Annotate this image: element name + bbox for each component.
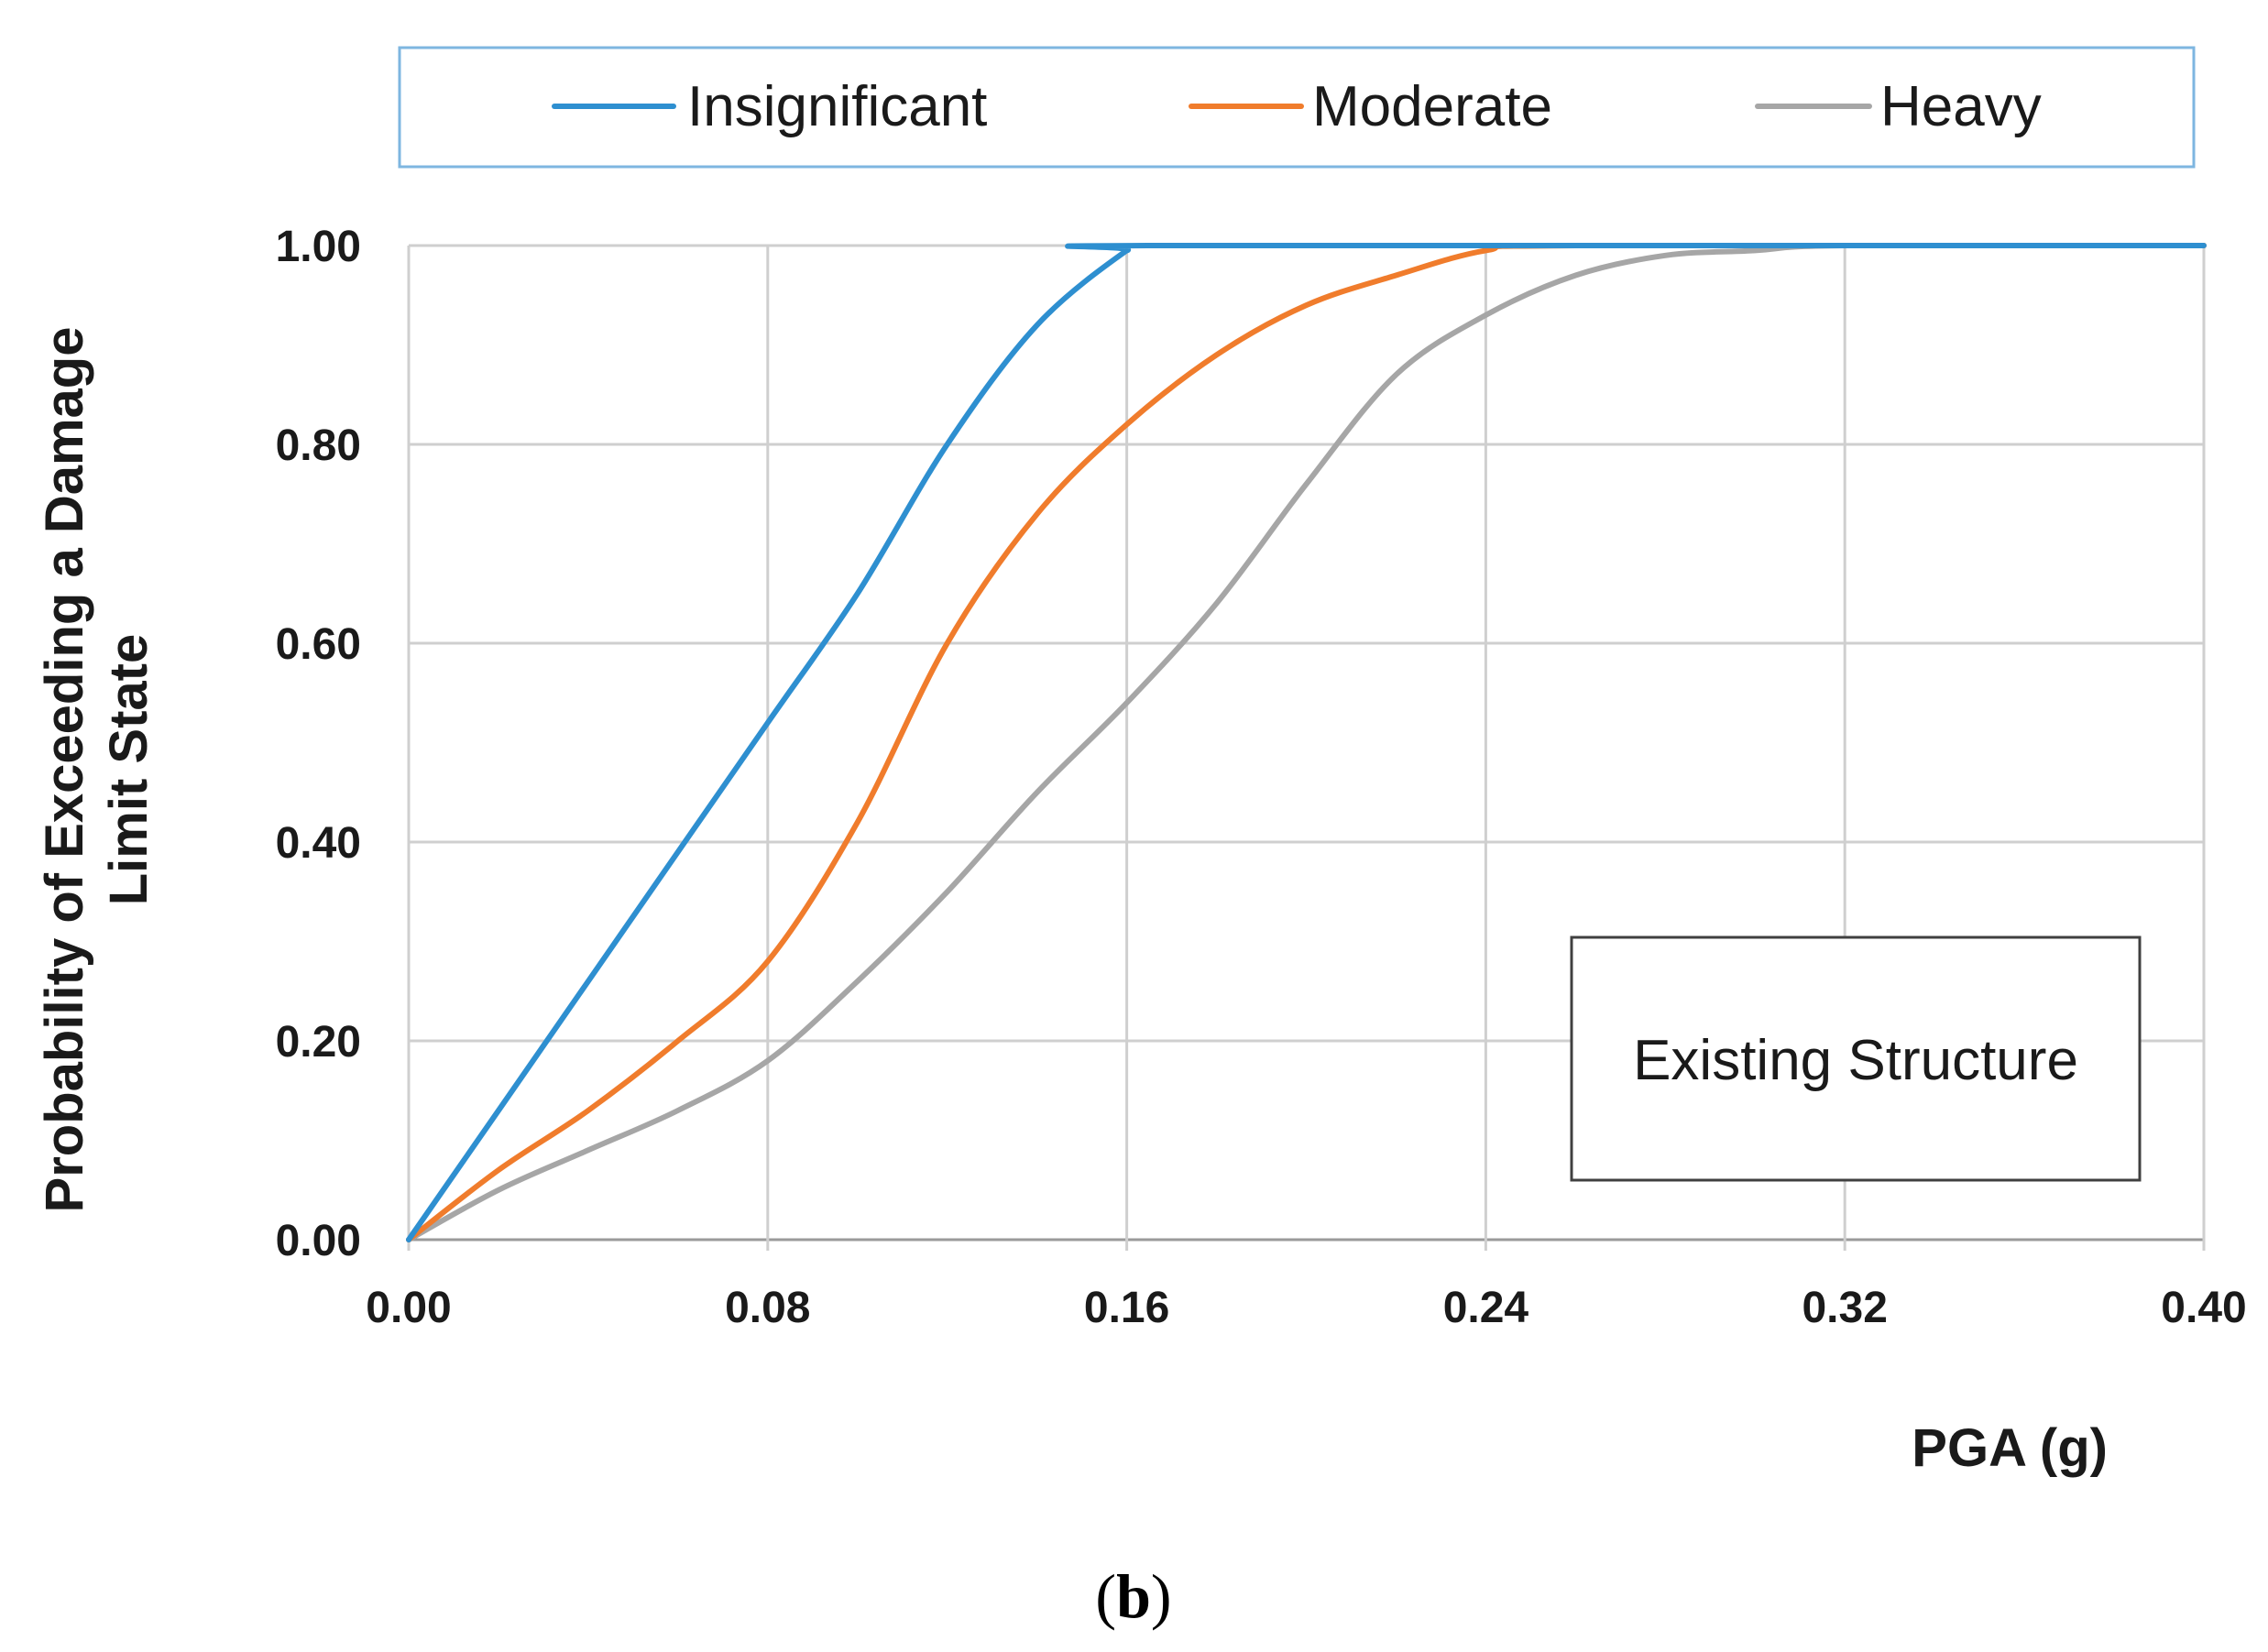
annotation-frame <box>1570 935 2142 1182</box>
caption-letter: b <box>1116 1561 1151 1631</box>
series-line-heavy <box>406 242 2207 1242</box>
y-axis-title-line-1: Probability of Exceeding a Damage <box>35 327 94 1213</box>
x-tick-label: 0.40 <box>2161 1284 2246 1332</box>
x-tick-label: 0.24 <box>1443 1284 1529 1332</box>
annotation-text: Existing Structure <box>1633 1029 2078 1092</box>
legend-label-moderate: Moderate <box>1312 75 1552 138</box>
caption-close-paren: ) <box>1151 1561 1172 1631</box>
x-tick-label: 0.32 <box>1802 1284 1887 1332</box>
legend-label-insignificant: Insignificant <box>687 75 987 138</box>
x-tick-label: 0.08 <box>725 1284 810 1332</box>
y-axis-title-line-2: Limit State <box>99 634 159 906</box>
legend-label-heavy: Heavy <box>1880 75 2042 138</box>
y-tick-label: 0.60 <box>276 620 361 669</box>
y-axis-title: Probability of Exceeding a Damage Limit … <box>35 327 159 1213</box>
caption-open-paren: ( <box>1095 1561 1116 1631</box>
y-tick-label: 0.00 <box>276 1217 361 1265</box>
legend: Insignificant Moderate Heavy <box>398 46 2196 169</box>
series-lines <box>406 242 2207 1242</box>
annotation-box: Existing Structure <box>1570 935 2142 1182</box>
y-tick-label: 1.00 <box>276 223 361 271</box>
x-tick-label: 0.00 <box>366 1284 451 1332</box>
y-axis-tick-labels: 0.00 0.20 0.40 0.60 0.80 1.00 <box>276 223 361 1265</box>
x-axis-tick-labels: 0.00 0.08 0.16 0.24 0.32 0.40 <box>366 1284 2246 1332</box>
y-tick-label: 0.40 <box>276 819 361 868</box>
y-tick-label: 0.80 <box>276 421 361 470</box>
figure-caption: (b) <box>1095 1561 1171 1631</box>
x-axis-title: PGA (g) <box>1912 1418 2108 1478</box>
x-tick-label: 0.16 <box>1084 1284 1169 1332</box>
y-tick-label: 0.20 <box>276 1018 361 1067</box>
series-line-insignificant <box>406 242 2207 1242</box>
